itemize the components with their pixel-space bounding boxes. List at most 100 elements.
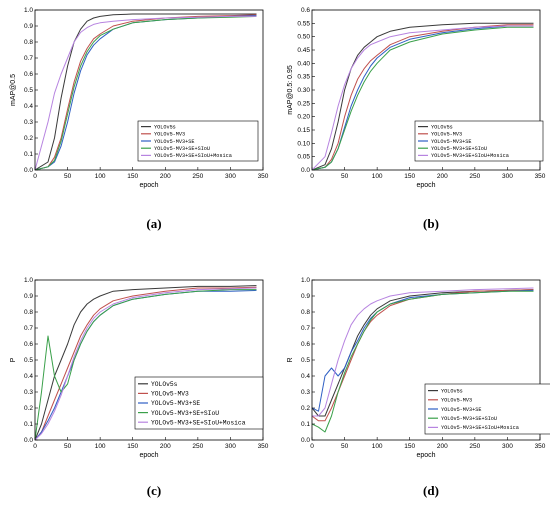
y-tick-label: 0.6 xyxy=(24,341,33,348)
y-tick-label: 0.0 xyxy=(24,167,33,174)
x-tick-label: 150 xyxy=(127,173,138,180)
y-tick-label: 0.9 xyxy=(301,293,310,300)
y-tick-label: 0.1 xyxy=(24,421,33,428)
x-tick-label: 0 xyxy=(310,173,314,180)
x-tick-label: 100 xyxy=(372,443,383,450)
y-tick-label: 0.7 xyxy=(24,55,33,62)
y-tick-label: 0.0 xyxy=(301,437,310,444)
legend-entry: YOLOv5-MV3+SE+SIoU+Mosica xyxy=(441,425,519,431)
series-line-yolov5-mv3-se-siou xyxy=(35,289,257,440)
legend-entry: YOLOv5s xyxy=(154,124,176,130)
legend-entry: YOLOv5-MV3+SE xyxy=(154,139,194,145)
y-tick-label: 0.2 xyxy=(24,135,33,142)
x-tick-label: 300 xyxy=(502,443,513,450)
legend-box xyxy=(414,120,544,162)
series-line-yolov5-mv3 xyxy=(35,286,257,440)
y-tick-label: 0.2 xyxy=(24,405,33,412)
x-tick-label: 50 xyxy=(341,443,349,450)
x-tick-label: 350 xyxy=(535,173,546,180)
y-tick-label: 0.0 xyxy=(301,167,310,174)
y-tick-label: 0.1 xyxy=(24,151,33,158)
x-tick-label: 200 xyxy=(160,443,171,450)
legend-entry: YOLOv5-MV3 xyxy=(431,132,462,138)
panel-a: 0 50 100 150 200 250 300 350 0.0 0.1 0.2 0.3 0.4 0.5 0… xyxy=(10,7,269,231)
panel-caption: (a) xyxy=(146,216,161,231)
panel-caption: (c) xyxy=(147,483,161,498)
series-line-yolov5-mv3-se-siou xyxy=(312,290,534,433)
legend-entry: YOLOv5-MV3 xyxy=(154,132,185,138)
legend-entry: YOLOv5-MV3 xyxy=(151,391,189,398)
legend-entry: YOLOv5-MV3+SE xyxy=(441,407,481,413)
y-tick-label: 0.7 xyxy=(301,325,310,332)
y-tick-label: 0.4 xyxy=(24,373,33,380)
y-tick-label: 0.15 xyxy=(297,127,310,134)
panel-c: 0 50 100 150 200 250 300 350 0.0 0.1 0.2 0.3 0.4 0.5 0… xyxy=(10,277,269,498)
series-line-yolov5-mv3-se-siou-mosica xyxy=(312,287,534,417)
legend-entry: YOLOv5s xyxy=(431,124,453,130)
series-line-yolov5s xyxy=(312,22,534,170)
y-tick-label: 0.3 xyxy=(24,389,33,396)
y-tick-label: 0.20 xyxy=(297,114,310,121)
series-line-yolov5-mv3-se-siou-mosica xyxy=(35,15,257,170)
series-line-yolov5-mv3-se-siou xyxy=(312,26,534,170)
x-axis-label: epoch xyxy=(139,182,158,189)
series-line-yolov5-mv3 xyxy=(312,24,534,170)
x-tick-label: 300 xyxy=(502,173,513,180)
y-tick-label: 0.45 xyxy=(297,47,310,54)
legend-entry: YOLOv5-MV3+SE+SIoU+Mosica xyxy=(151,419,246,426)
x-tick-label: 200 xyxy=(437,173,448,180)
y-tick-label: 0.7 xyxy=(24,325,33,332)
x-tick-label: 0 xyxy=(33,173,37,180)
y-tick-label: 0.4 xyxy=(24,103,33,110)
y-tick-label: 0.10 xyxy=(297,140,310,147)
x-tick-label: 250 xyxy=(469,443,480,450)
y-tick-label: 0.55 xyxy=(297,20,310,27)
x-tick-label: 50 xyxy=(341,173,349,180)
y-tick-label: 0.2 xyxy=(301,405,310,412)
panel-b: 0 50 100 150 200 250 300 350 0.0 0.05 0.10 0.15 0.20… xyxy=(287,7,546,231)
y-tick-label: 0.5 xyxy=(301,357,310,364)
series-line-yolov5s xyxy=(35,13,257,170)
series-line-yolov5s xyxy=(35,285,257,440)
y-tick-label: 0.5 xyxy=(24,357,33,364)
legend-entry: YOLOv5-MV3+SE+SIoU xyxy=(154,146,210,152)
legend-entry: YOLOv5-MV3+SE+SIoU xyxy=(151,410,219,417)
y-tick-label: 0.30 xyxy=(297,87,310,94)
y-tick-label: 0.6 xyxy=(301,341,310,348)
legend-entry: YOLOv5-MV3+SE+SIoU+Mosica xyxy=(154,153,232,159)
y-tick-label: 0.5 xyxy=(24,87,33,94)
y-tick-label: 0.35 xyxy=(297,74,310,81)
y-tick-label: 1.0 xyxy=(24,277,33,284)
legend-box xyxy=(134,376,264,430)
series-line-yolov5s xyxy=(312,289,534,417)
x-tick-label: 0 xyxy=(33,443,37,450)
y-tick-label: 0.0 xyxy=(24,437,33,444)
x-tick-label: 150 xyxy=(404,443,415,450)
x-tick-label: 0 xyxy=(310,443,314,450)
series-line-yolov5-mv3-se-siou-mosica xyxy=(35,287,257,440)
legend-entry: YOLOv5s xyxy=(441,388,463,394)
legend-entry: YOLOv5s xyxy=(151,381,178,388)
x-axis-label: epoch xyxy=(139,452,158,459)
y-axis-label: mAP@0.5 xyxy=(10,74,17,106)
y-tick-label: 0.4 xyxy=(301,373,310,380)
y-axis-label: P xyxy=(10,357,17,362)
y-tick-label: 0.40 xyxy=(297,60,310,67)
y-tick-label: 0.8 xyxy=(24,39,33,46)
x-tick-label: 300 xyxy=(225,443,236,450)
series-line-yolov5-mv3-se-siou-mosica xyxy=(312,25,534,170)
legend-entry: YOLOv5-MV3+SE+SIoU+Mosica xyxy=(431,153,509,159)
x-tick-label: 350 xyxy=(258,443,269,450)
x-tick-label: 50 xyxy=(64,443,72,450)
panel-caption: (b) xyxy=(423,216,439,231)
legend-entry: YOLOv5-MV3+SE xyxy=(151,400,200,407)
y-tick-label: 0.3 xyxy=(24,119,33,126)
y-tick-label: 0.8 xyxy=(24,309,33,316)
x-tick-label: 200 xyxy=(437,443,448,450)
y-tick-label: 0.8 xyxy=(301,309,310,316)
x-axis-label: epoch xyxy=(416,452,435,459)
y-tick-label: 1.0 xyxy=(24,7,33,14)
x-tick-label: 250 xyxy=(469,173,480,180)
y-tick-label: 0.3 xyxy=(301,389,310,396)
